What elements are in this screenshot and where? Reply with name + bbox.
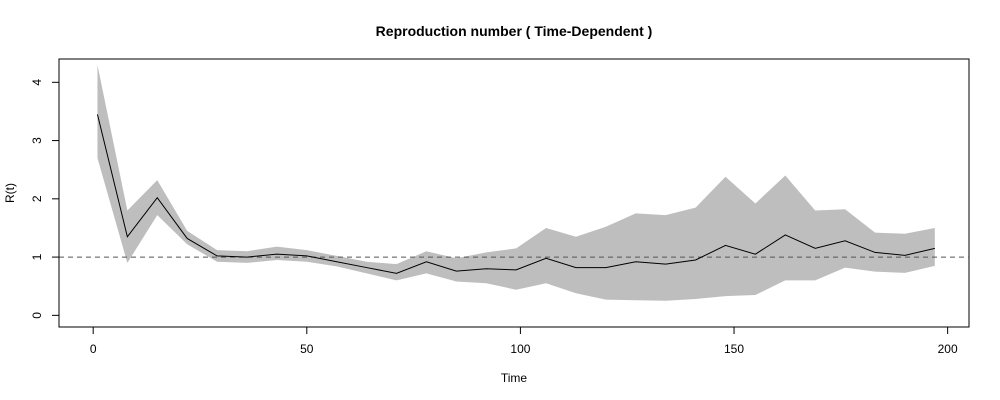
x-tick-label: 150 (724, 342, 744, 356)
confidence-band-layer (97, 64, 935, 301)
confidence-band (97, 64, 935, 301)
series-line-layer (96, 114, 935, 274)
y-tick-label: 3 (30, 137, 44, 144)
x-axis: 0 50 100 150 200 (90, 326, 958, 356)
x-tick-label: 100 (510, 342, 530, 356)
y-axis: 0 1 2 3 4 (30, 79, 60, 319)
x-tick-label: 200 (938, 342, 958, 356)
x-tick-label: 50 (300, 342, 314, 356)
y-axis-label: R(t) (3, 183, 17, 203)
y-tick-label: 1 (30, 253, 44, 260)
y-tick-label: 2 (30, 195, 44, 202)
series-line (96, 114, 935, 274)
x-tick-label: 0 (90, 342, 97, 356)
chart-title: Reproduction number ( Time-Dependent ) (376, 23, 653, 39)
y-tick-label: 4 (30, 79, 44, 86)
x-axis-label: Time (501, 371, 528, 385)
y-tick-label: 0 (30, 312, 44, 319)
